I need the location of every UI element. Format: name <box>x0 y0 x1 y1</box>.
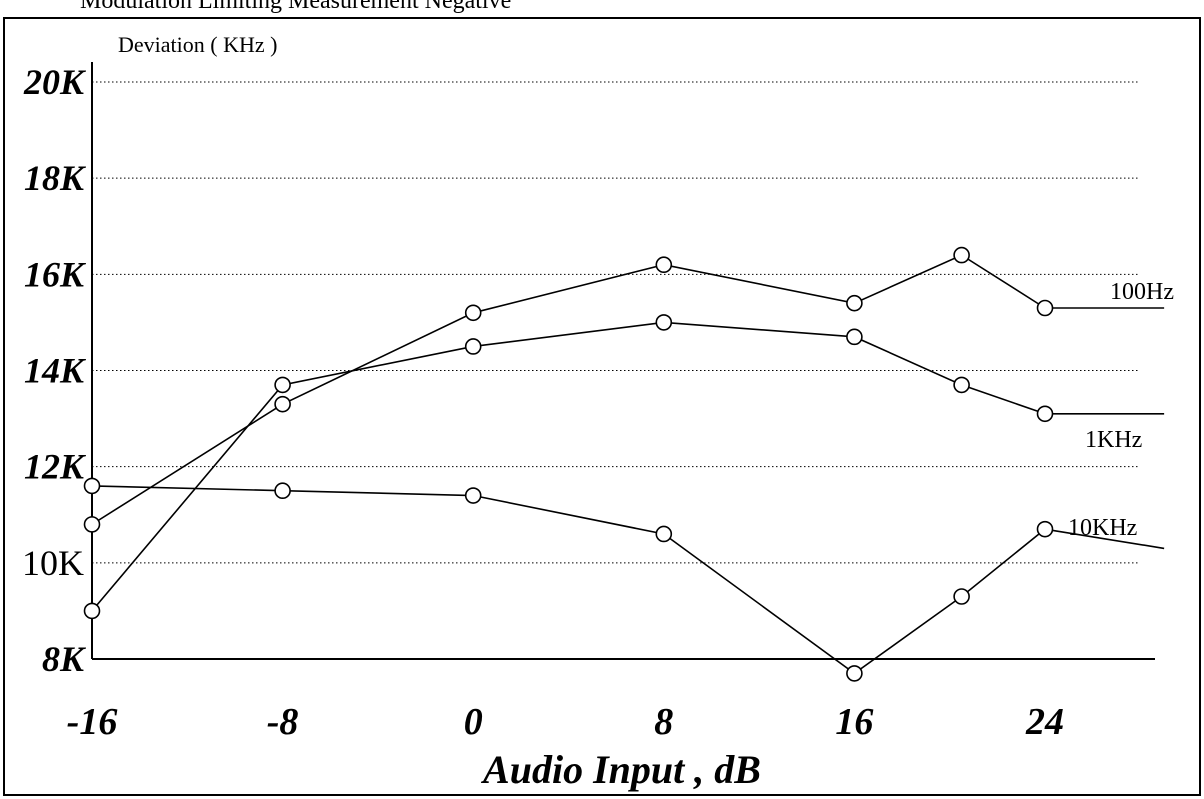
y-axis-label: Deviation ( KHz ) <box>118 32 277 57</box>
chart-frame <box>3 17 1201 796</box>
series-10KHz: 10KHz <box>83 477 1165 682</box>
series-1KHz: 1KHz <box>83 314 1165 620</box>
series-label: 100Hz <box>1110 279 1174 305</box>
series-100Hz: 100Hz <box>83 246 1174 533</box>
data-point <box>274 395 291 413</box>
page-heading: Modulation Limiting Measurement Negative <box>80 0 511 14</box>
y-tick-label: 14K <box>24 351 87 391</box>
data-point <box>1036 520 1054 538</box>
x-tick-label: -8 <box>267 701 299 743</box>
data-point <box>83 602 101 620</box>
data-point <box>274 482 291 500</box>
data-point <box>1036 299 1054 317</box>
y-tick-label: 8K <box>42 639 87 679</box>
series-label: 1KHz <box>1085 427 1142 453</box>
y-tick-label: 18K <box>24 158 87 198</box>
data-point <box>655 314 673 331</box>
data-point <box>83 516 101 533</box>
series-label: 10KHz <box>1068 515 1137 541</box>
data-point <box>953 588 970 605</box>
series-tail <box>1044 528 1165 550</box>
x-tick-labels: -16 -8 0 8 16 24 <box>67 701 1064 743</box>
axes <box>91 62 1155 660</box>
series-line <box>91 254 1046 526</box>
y-tick-label: 20K <box>23 62 87 102</box>
data-point <box>953 376 970 394</box>
data-point <box>846 665 863 682</box>
data-point <box>846 328 863 346</box>
x-tick-label: -16 <box>67 701 118 743</box>
data-point <box>1036 405 1054 423</box>
data-point <box>464 487 482 504</box>
data-point <box>274 376 291 394</box>
x-axis-label: Audio Input , dB <box>480 747 761 792</box>
x-tick-label: 24 <box>1025 701 1064 743</box>
x-tick-label: 8 <box>654 701 673 743</box>
data-point <box>464 304 482 322</box>
y-tick-labels: 8K 10K 12K 14K 16K 18K 20K <box>22 62 87 679</box>
x-tick-label: 16 <box>835 701 873 743</box>
gridlines <box>92 81 1138 564</box>
data-point <box>464 338 482 355</box>
y-tick-label: 10K <box>22 543 84 583</box>
y-tick-label: 12K <box>24 447 87 487</box>
data-point <box>655 525 673 543</box>
data-point <box>846 294 863 312</box>
data-point <box>953 246 970 264</box>
series: 100Hz 1KHz 10KHz <box>83 246 1174 682</box>
data-point <box>655 256 673 274</box>
series-line <box>91 485 1046 675</box>
data-point <box>83 477 101 495</box>
y-tick-label: 16K <box>24 254 87 294</box>
x-tick-label: 0 <box>464 701 483 743</box>
